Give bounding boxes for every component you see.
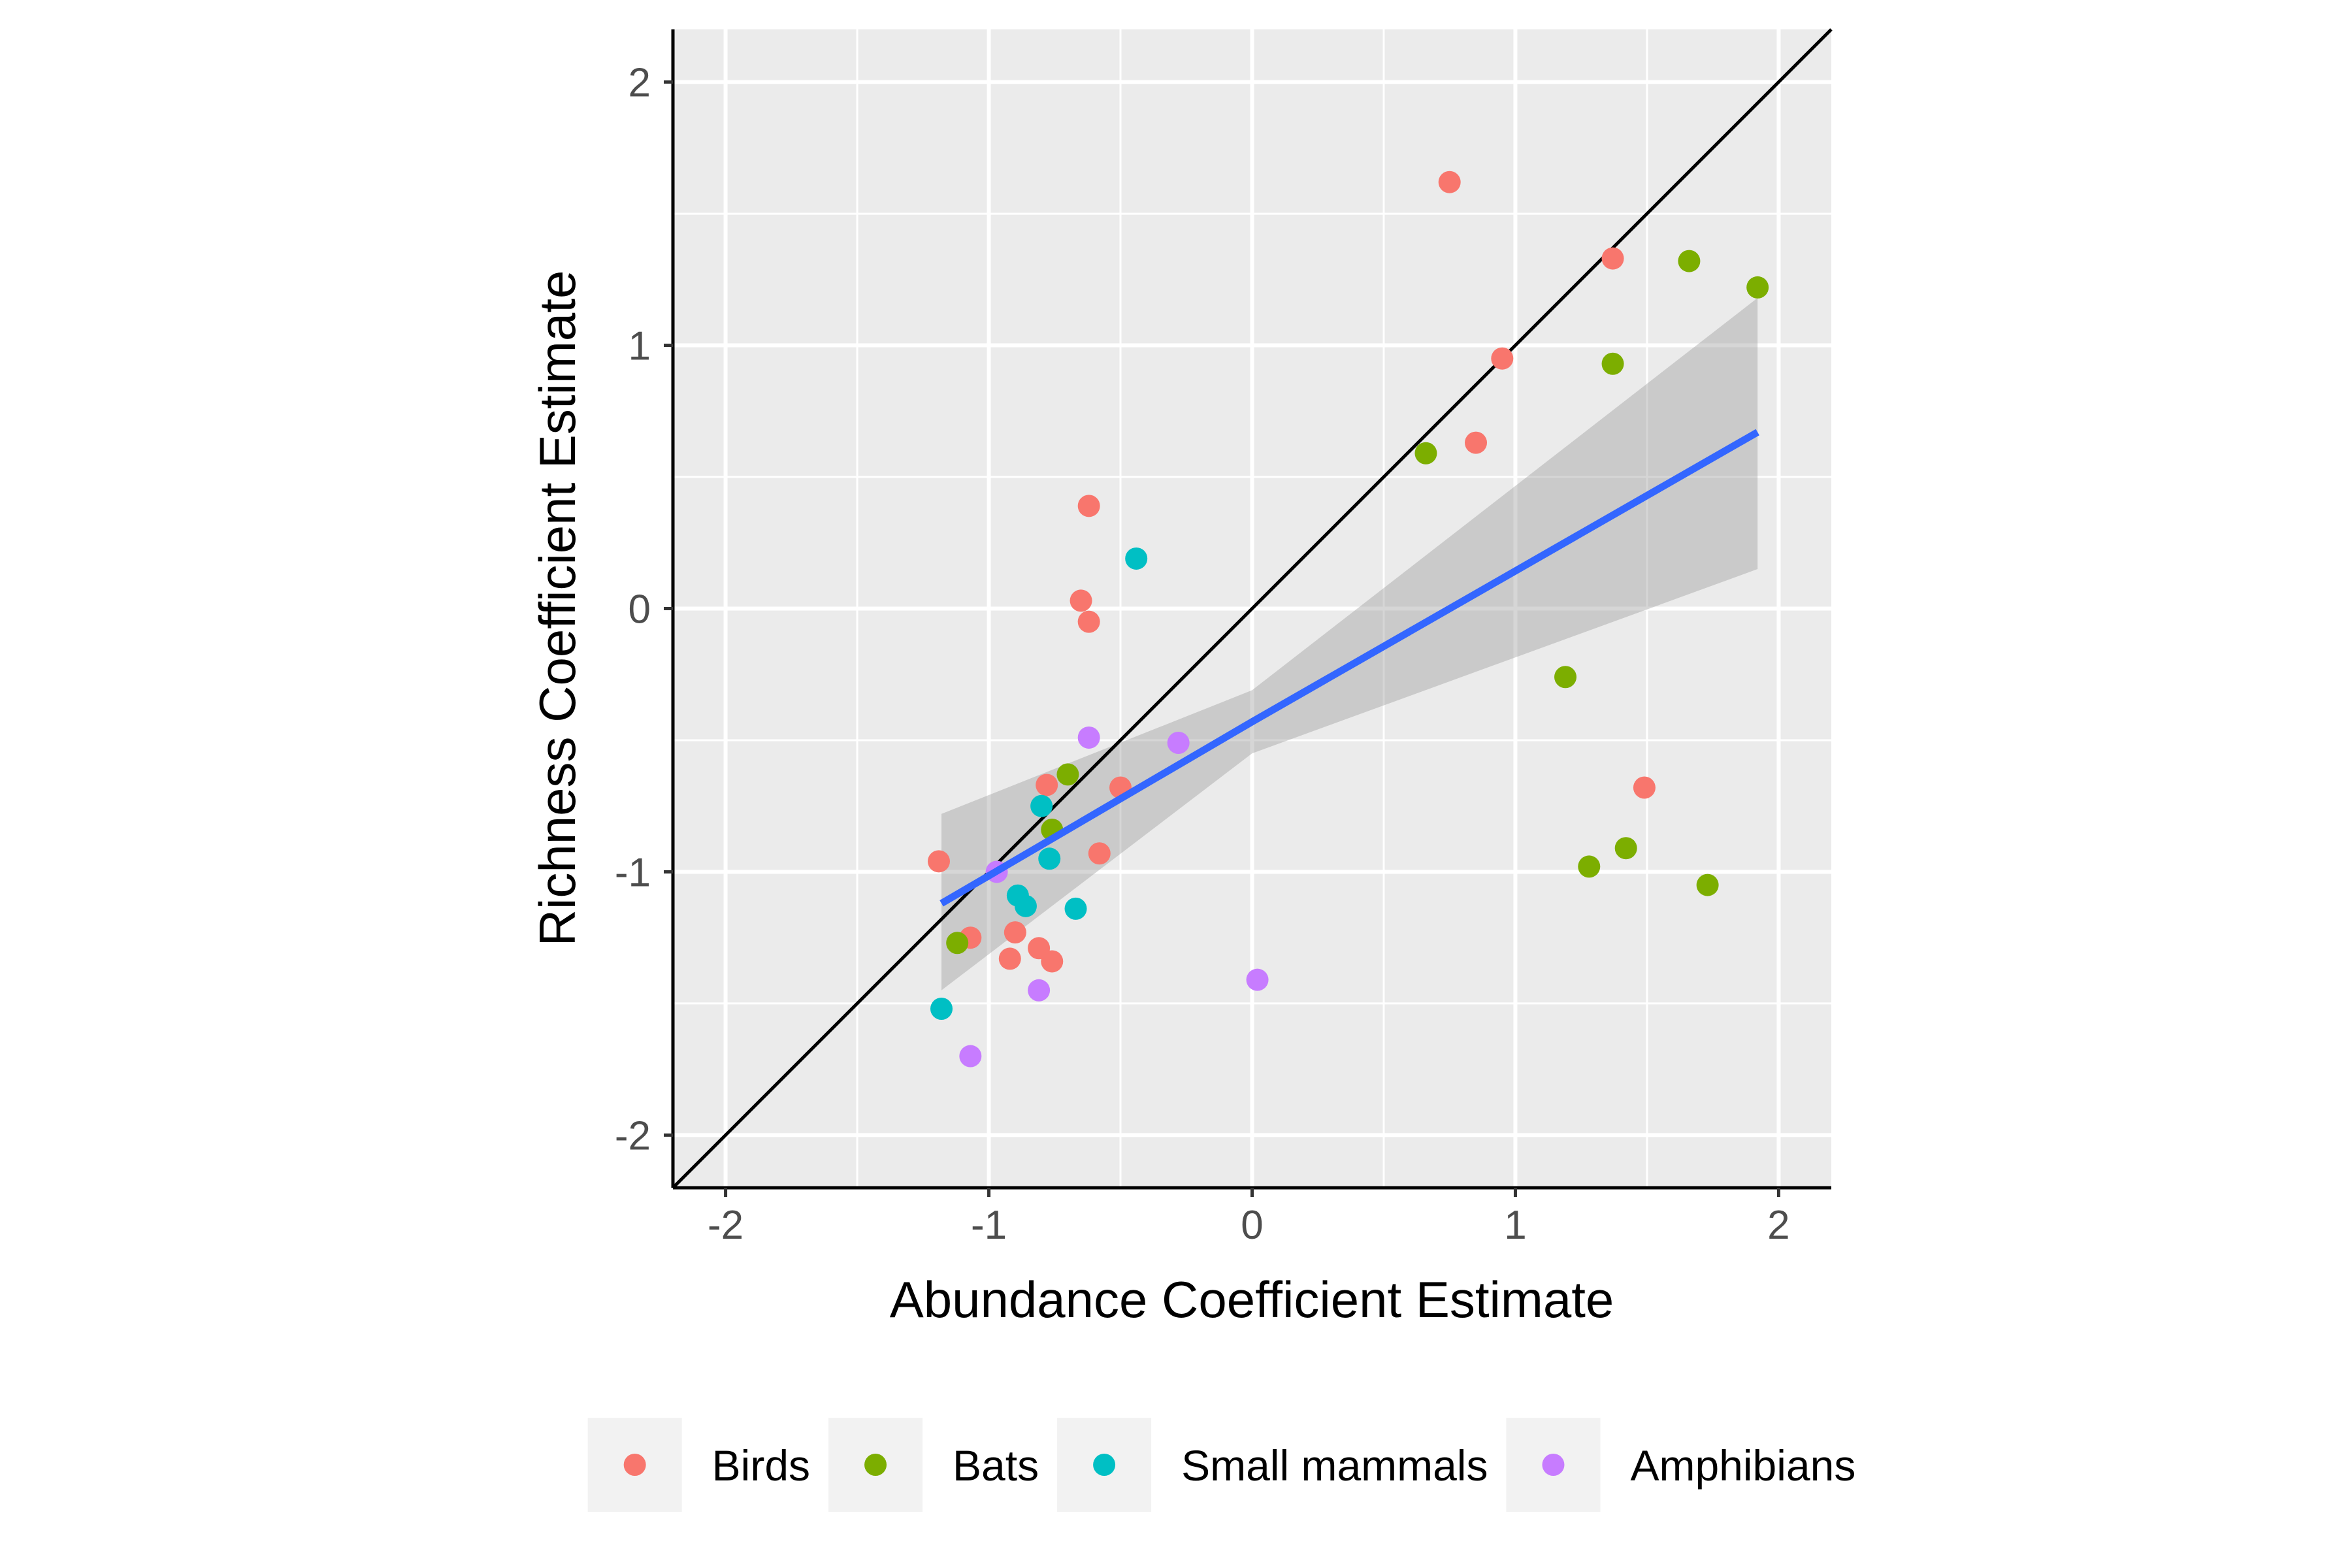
y-axis-title: Richness Coefficient Estimate	[529, 270, 586, 947]
point-bats	[1554, 666, 1577, 689]
point-small-mammals	[1125, 547, 1148, 570]
regression-line	[939, 429, 1759, 907]
legend-item-small-mammals: Small mammals	[1057, 1418, 1488, 1512]
fit-line	[939, 429, 1759, 907]
point-amphibians	[959, 1045, 982, 1068]
point-amphibians	[1028, 979, 1051, 1002]
point-birds	[1036, 774, 1058, 796]
point-birds	[1088, 842, 1111, 865]
point-birds	[1070, 589, 1092, 612]
point-amphibians	[1077, 726, 1100, 749]
point-bats	[1614, 837, 1637, 860]
point-birds	[927, 850, 950, 873]
legend-label-small-mammals: Small mammals	[1181, 1441, 1488, 1490]
x-tick-label: 1	[1504, 1203, 1526, 1248]
x-tick-label: -1	[971, 1203, 1007, 1248]
identity-line	[672, 28, 1833, 1189]
confidence-band	[941, 298, 1758, 990]
y-tick-label: 2	[629, 61, 651, 106]
legend: Birds Bats Small mammals Amphibians	[587, 1418, 1855, 1512]
legend-key-bats	[864, 1454, 887, 1476]
point-birds	[1633, 776, 1656, 799]
point-bats	[1601, 352, 1624, 375]
one-to-one-line	[672, 28, 1833, 1189]
point-birds	[1077, 610, 1100, 633]
point-birds	[998, 947, 1021, 970]
y-axis-ticks: -2 -1 0 1 2	[615, 61, 673, 1158]
x-tick-label: 0	[1241, 1203, 1263, 1248]
point-birds	[1438, 171, 1461, 193]
point-birds	[1004, 921, 1026, 944]
y-tick-label: -2	[615, 1113, 651, 1158]
legend-key-birds	[623, 1454, 646, 1476]
legend-item-birds: Birds	[587, 1418, 810, 1512]
point-bats	[1578, 855, 1601, 878]
point-small-mammals	[1030, 794, 1053, 817]
x-axis-title: Abundance Coefficient Estimate	[890, 1271, 1614, 1328]
point-birds	[1491, 347, 1514, 370]
point-bats	[1696, 874, 1719, 896]
point-birds	[1601, 247, 1624, 270]
point-bats	[1678, 250, 1701, 272]
point-small-mammals	[1064, 897, 1087, 920]
point-birds	[1041, 950, 1064, 973]
point-birds	[1077, 495, 1100, 517]
point-amphibians	[1167, 732, 1190, 755]
legend-key-small-mammals	[1093, 1454, 1116, 1476]
y-tick-label: 1	[629, 324, 651, 369]
point-bats	[1414, 442, 1437, 465]
point-amphibians	[1246, 968, 1269, 991]
point-small-mammals	[1014, 894, 1037, 917]
x-tick-label: -2	[708, 1203, 743, 1248]
point-bats	[946, 932, 969, 955]
confidence-ribbon	[941, 298, 1758, 990]
legend-item-bats: Bats	[828, 1418, 1039, 1512]
x-tick-label: 2	[1767, 1203, 1789, 1248]
legend-label-birds: Birds	[712, 1441, 810, 1490]
point-bats	[1746, 276, 1769, 299]
point-small-mammals	[1038, 847, 1061, 870]
x-axis-ticks: -2 -1 0 1 2	[708, 1188, 1790, 1248]
point-small-mammals	[930, 997, 953, 1020]
legend-key-amphibians	[1542, 1454, 1565, 1476]
y-tick-label: -1	[615, 850, 651, 895]
point-birds	[1465, 431, 1488, 454]
legend-label-amphibians: Amphibians	[1630, 1441, 1855, 1490]
point-bats	[1056, 763, 1079, 786]
legend-item-amphibians: Amphibians	[1506, 1418, 1855, 1512]
y-tick-label: 0	[629, 587, 651, 632]
legend-label-bats: Bats	[953, 1441, 1039, 1490]
